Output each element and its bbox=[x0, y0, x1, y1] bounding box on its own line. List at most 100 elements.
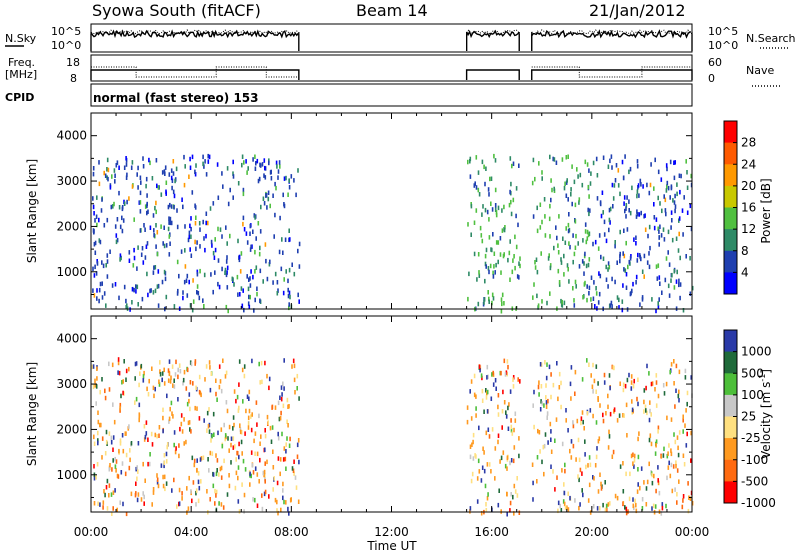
data-cell bbox=[619, 191, 621, 197]
data-cell bbox=[128, 366, 130, 372]
data-cell bbox=[144, 227, 146, 232]
data-cell bbox=[101, 260, 103, 265]
freq-trace bbox=[531, 69, 693, 80]
data-cell bbox=[140, 363, 143, 369]
data-cell bbox=[670, 448, 672, 453]
data-cell bbox=[563, 272, 565, 277]
data-cell bbox=[468, 271, 470, 277]
data-cell bbox=[618, 413, 621, 418]
data-cell bbox=[490, 176, 493, 181]
velocity-colorbar-label-sup: -1 bbox=[758, 374, 767, 382]
data-cell bbox=[255, 236, 257, 241]
data-cell bbox=[678, 231, 680, 237]
y-tick-label: 2000 bbox=[56, 219, 87, 233]
data-cell bbox=[227, 436, 229, 441]
data-cell bbox=[293, 471, 295, 476]
data-cell bbox=[196, 269, 199, 275]
data-cell bbox=[269, 170, 272, 175]
data-cell bbox=[494, 476, 496, 481]
data-cell bbox=[247, 166, 249, 171]
data-cell bbox=[168, 234, 171, 239]
data-cell bbox=[293, 178, 295, 183]
data-cell bbox=[635, 241, 637, 246]
data-cell bbox=[288, 228, 290, 233]
data-cell bbox=[248, 396, 250, 401]
data-cell bbox=[597, 300, 600, 305]
data-cell bbox=[546, 362, 548, 367]
data-cell bbox=[582, 492, 584, 498]
data-cell bbox=[664, 208, 667, 213]
data-cell bbox=[483, 297, 486, 302]
data-cell bbox=[197, 290, 200, 296]
data-cell bbox=[472, 432, 475, 438]
data-cell bbox=[156, 284, 159, 289]
data-cell bbox=[105, 439, 108, 445]
data-cell bbox=[279, 457, 282, 462]
data-cell bbox=[264, 175, 267, 180]
data-cell bbox=[121, 206, 124, 212]
data-cell bbox=[626, 377, 629, 383]
data-cell bbox=[130, 491, 133, 497]
data-cell bbox=[162, 241, 164, 246]
data-cell bbox=[233, 422, 235, 428]
data-cell bbox=[196, 290, 198, 295]
data-cell bbox=[169, 406, 171, 412]
data-cell bbox=[597, 381, 599, 386]
data-cell bbox=[668, 262, 671, 267]
data-cell bbox=[190, 489, 192, 494]
data-cell bbox=[475, 406, 477, 411]
data-cell bbox=[210, 239, 213, 245]
data-cell bbox=[126, 172, 128, 178]
data-cell bbox=[148, 378, 150, 384]
data-cell bbox=[690, 173, 692, 179]
data-cell bbox=[297, 292, 299, 298]
data-cell bbox=[258, 361, 260, 367]
nsky-tick-top: 10^5 bbox=[51, 25, 81, 38]
data-cell bbox=[264, 447, 266, 452]
data-cell bbox=[557, 508, 559, 514]
data-cell bbox=[630, 374, 633, 379]
data-cell bbox=[120, 255, 122, 261]
data-cell bbox=[198, 295, 201, 301]
data-cell bbox=[481, 388, 484, 394]
data-cell bbox=[189, 156, 191, 162]
data-cell bbox=[494, 378, 497, 383]
data-cell bbox=[625, 214, 627, 219]
data-cell bbox=[209, 450, 212, 456]
data-cell bbox=[563, 300, 566, 306]
data-cell bbox=[484, 253, 487, 259]
data-cell bbox=[541, 170, 543, 175]
data-cell bbox=[242, 191, 245, 197]
y-tick-label: 4000 bbox=[56, 129, 87, 143]
data-cell bbox=[289, 237, 291, 242]
data-cell bbox=[497, 412, 500, 417]
data-cell bbox=[194, 359, 197, 364]
noise-trace bbox=[90, 29, 299, 39]
data-cell bbox=[114, 224, 117, 229]
data-cell bbox=[209, 387, 212, 393]
data-cell bbox=[637, 401, 639, 407]
data-cell bbox=[174, 372, 177, 377]
data-cell bbox=[478, 469, 481, 474]
data-cell bbox=[119, 402, 122, 408]
data-cell bbox=[578, 505, 580, 511]
data-cell bbox=[138, 417, 140, 423]
data-cell bbox=[212, 201, 215, 206]
data-cell bbox=[569, 495, 571, 501]
data-cell bbox=[678, 218, 680, 223]
data-cell bbox=[681, 208, 684, 213]
data-cell bbox=[113, 168, 116, 173]
data-cell bbox=[221, 266, 223, 272]
data-cell bbox=[165, 294, 168, 300]
data-cell bbox=[251, 463, 254, 468]
data-cell bbox=[294, 475, 297, 480]
data-cell bbox=[226, 255, 228, 260]
data-cell bbox=[264, 433, 267, 439]
data-cell bbox=[282, 192, 284, 198]
data-cell bbox=[492, 270, 494, 276]
data-cell bbox=[178, 487, 181, 493]
data-cell bbox=[266, 276, 269, 282]
data-cell bbox=[220, 465, 223, 471]
data-cell bbox=[470, 232, 472, 237]
data-cell bbox=[667, 229, 670, 235]
